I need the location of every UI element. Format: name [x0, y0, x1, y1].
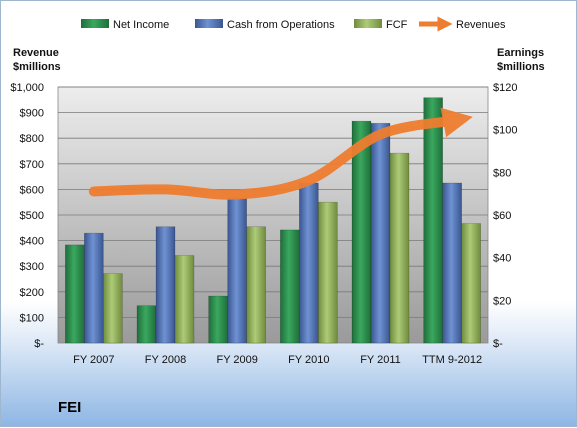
bars-group: [65, 97, 481, 344]
left-tick-label: $700: [20, 159, 44, 171]
left-tick-label: $1,000: [10, 82, 44, 94]
company-name: FEI: [58, 399, 82, 416]
category-label: FY 2007: [73, 354, 114, 366]
bar-cash-from-operations: [370, 122, 391, 344]
legend-swatch-fcf: [354, 19, 382, 28]
right-tick-label: $40: [493, 253, 511, 265]
left-tick-label: $500: [20, 210, 44, 222]
bar-net-income: [280, 229, 300, 344]
legend-label-net-income: Net Income: [113, 19, 169, 31]
legend-label-fcf: FCF: [386, 19, 408, 31]
left-axis-title-line1: Revenue: [13, 47, 59, 59]
left-tick-label: $900: [20, 108, 44, 120]
bar-cash-from-operations: [442, 182, 462, 344]
bar-net-income: [423, 97, 443, 344]
category-label: TTM 9-2012: [422, 354, 482, 366]
bar-fcf: [103, 273, 123, 344]
left-tick-label: $200: [20, 287, 44, 299]
left-tick-label: $400: [20, 236, 44, 248]
left-tick-label: $300: [20, 261, 44, 273]
right-tick-label: $120: [493, 82, 517, 94]
right-tick-label: $20: [493, 295, 511, 307]
right-tick-label: $-: [493, 338, 503, 350]
bar-net-income: [136, 305, 157, 344]
left-axis-ticks: $- $100 $200 $300 $400 $500 $600 $700 $800 $900 $1…: [10, 82, 44, 350]
left-tick-label: $100: [20, 312, 44, 324]
right-tick-label: $80: [493, 167, 511, 179]
right-axis-title-line1: Earnings: [497, 47, 544, 59]
right-tick-label: $60: [493, 210, 511, 222]
category-label: FY 2011: [360, 354, 401, 366]
revenue-line: [88, 107, 473, 200]
bar-fcf: [389, 152, 410, 344]
legend-swatch-net-income: [81, 19, 109, 28]
gridlines: [58, 86, 488, 318]
bar-fcf: [174, 255, 195, 344]
bar-cash-from-operations: [227, 197, 247, 344]
legend-label-revenues: Revenues: [456, 19, 506, 31]
right-tick-label: $100: [493, 125, 517, 137]
category-label: FY 2009: [216, 354, 257, 366]
legend-label-cash-from-operations: Cash from Operations: [227, 19, 335, 31]
category-label: FY 2010: [288, 354, 329, 366]
left-tick-label: $800: [20, 133, 44, 145]
revenue-line-group: [88, 107, 473, 200]
category-label: FY 2008: [145, 354, 186, 366]
left-tick-label: $600: [20, 184, 44, 196]
legend-swatch-cash-from-operations: [195, 19, 223, 28]
bar-fcf: [318, 201, 338, 344]
bar-fcf: [461, 223, 481, 344]
bar-net-income: [65, 244, 85, 344]
bar-cash-from-operations: [299, 182, 319, 344]
left-axis-title-line2: $millions: [13, 61, 61, 73]
bar-cash-from-operations: [84, 232, 104, 344]
bar-fcf: [246, 226, 266, 344]
bar-cash-from-operations: [155, 226, 176, 344]
bar-net-income: [208, 295, 228, 344]
legend: Net Income Cash from Operations FCF Reve…: [81, 16, 506, 32]
left-tick-label: $-: [34, 338, 44, 350]
category-labels: FY 2007 FY 2008 FY 2009 FY 2010 FY 2011 TTM 9…: [73, 354, 482, 366]
right-axis-ticks: $- $20 $40 $60 $80 $100 $120: [493, 82, 517, 350]
right-axis-title-line2: $millions: [497, 61, 545, 73]
